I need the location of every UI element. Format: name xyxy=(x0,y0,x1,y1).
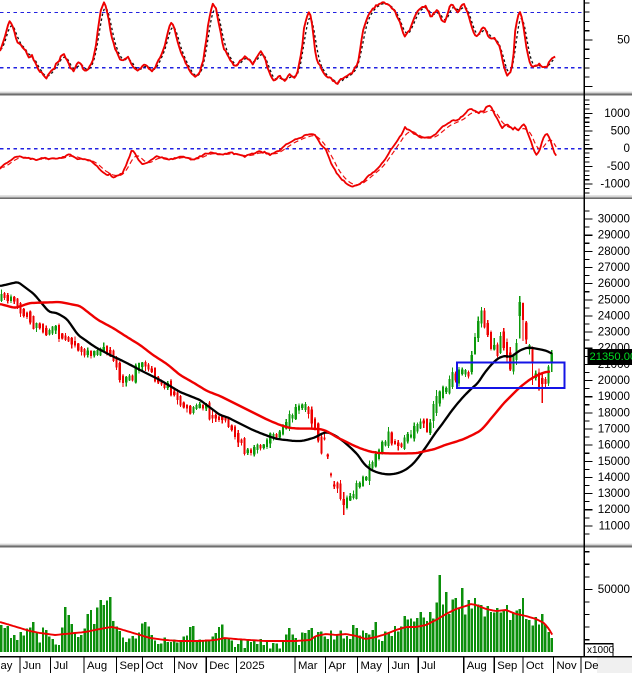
svg-text:Dec: Dec xyxy=(209,660,229,672)
svg-text:De: De xyxy=(584,660,598,672)
svg-text:21350.00: 21350.00 xyxy=(590,351,632,363)
svg-text:0: 0 xyxy=(624,142,630,155)
svg-text:Jul: Jul xyxy=(421,660,435,672)
svg-text:20000: 20000 xyxy=(598,374,630,387)
svg-text:15000: 15000 xyxy=(598,455,630,468)
svg-text:50000: 50000 xyxy=(598,583,630,596)
svg-text:23000: 23000 xyxy=(598,326,630,339)
svg-text:1000: 1000 xyxy=(604,107,630,120)
svg-text:May: May xyxy=(361,660,383,672)
svg-text:12000: 12000 xyxy=(598,503,630,516)
svg-text:28000: 28000 xyxy=(598,245,630,258)
svg-text:26000: 26000 xyxy=(598,277,630,290)
svg-text:29000: 29000 xyxy=(598,229,630,242)
svg-text:27000: 27000 xyxy=(598,261,630,274)
svg-text:Aug: Aug xyxy=(467,660,487,672)
svg-text:14000: 14000 xyxy=(598,471,630,484)
svg-text:16000: 16000 xyxy=(598,439,630,452)
svg-text:Sep: Sep xyxy=(497,660,517,672)
svg-text:2025: 2025 xyxy=(240,660,265,672)
svg-text:Oct: Oct xyxy=(146,660,164,672)
svg-text:Sep: Sep xyxy=(120,660,140,672)
svg-text:25000: 25000 xyxy=(598,293,630,306)
svg-text:Oct: Oct xyxy=(526,660,544,672)
svg-text:50: 50 xyxy=(617,34,630,47)
svg-text:Jun: Jun xyxy=(23,660,41,672)
svg-text:-1000: -1000 xyxy=(600,178,630,191)
svg-text:18000: 18000 xyxy=(598,406,630,419)
svg-text:19000: 19000 xyxy=(598,390,630,403)
svg-text:Apr: Apr xyxy=(328,660,346,672)
svg-text:13000: 13000 xyxy=(598,487,630,500)
svg-text:Aug: Aug xyxy=(87,660,107,672)
svg-text:24000: 24000 xyxy=(598,309,630,322)
svg-text:17000: 17000 xyxy=(598,422,630,435)
svg-text:30000: 30000 xyxy=(598,213,630,226)
svg-text:Jun: Jun xyxy=(392,660,410,672)
svg-text:Mar: Mar xyxy=(298,660,318,672)
svg-text:Jul: Jul xyxy=(54,660,68,672)
svg-text:-500: -500 xyxy=(607,160,630,173)
svg-text:ay: ay xyxy=(1,660,13,672)
svg-text:500: 500 xyxy=(611,125,630,138)
svg-text:Nov: Nov xyxy=(557,660,577,672)
svg-text:11000: 11000 xyxy=(599,519,630,532)
svg-text:Nov: Nov xyxy=(178,660,198,672)
svg-text:x1000: x1000 xyxy=(587,645,615,656)
